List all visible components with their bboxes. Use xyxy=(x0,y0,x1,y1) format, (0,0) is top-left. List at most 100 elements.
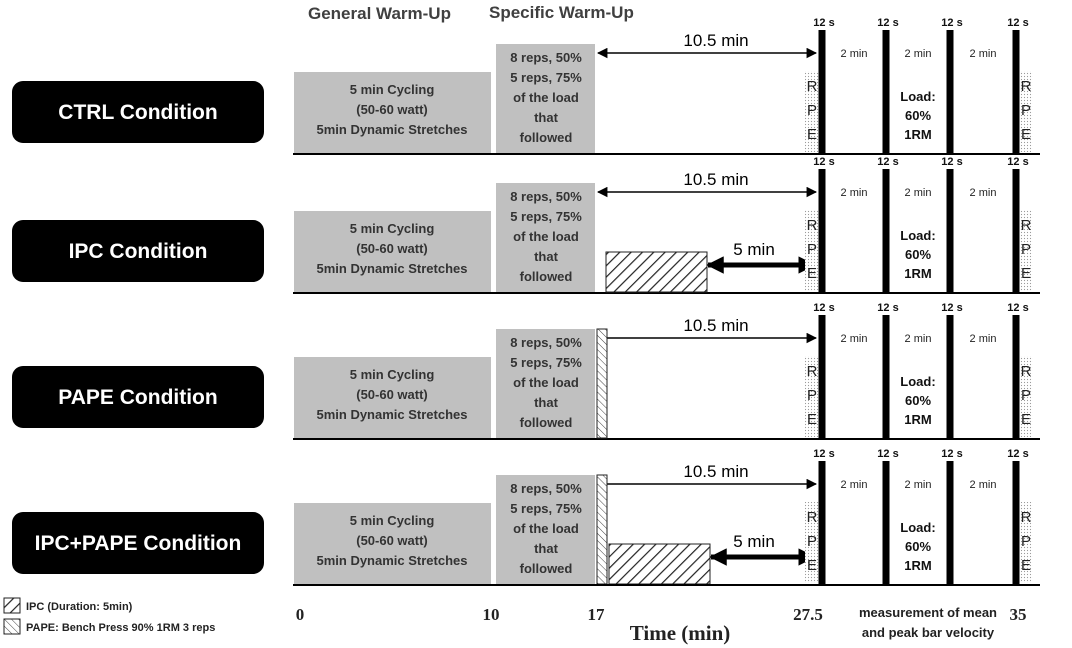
rpe-letter: R xyxy=(807,363,818,380)
specific-warmup-text: 8 reps, 50% xyxy=(510,50,582,65)
set-bar xyxy=(1012,169,1020,293)
specific-warmup-text: 8 reps, 50% xyxy=(510,335,582,350)
load-text: Load: xyxy=(900,374,935,389)
rpe-letter: R xyxy=(1021,363,1032,380)
ipc-rest-label: 5 min xyxy=(733,240,775,259)
set-duration-label: 12 s xyxy=(941,448,962,460)
load-text: 1RM xyxy=(904,558,931,573)
set-bar xyxy=(946,30,954,154)
condition-label: IPC+PAPE Condition xyxy=(35,532,242,555)
specific-warmup-text: 5 reps, 75% xyxy=(510,355,582,370)
general-warmup-text: (50-60 watt) xyxy=(356,241,428,256)
condition-row: IPC+PAPE Condition 5 min Cycling (50-60 wa… xyxy=(12,448,1033,585)
condition-label-box xyxy=(12,366,264,428)
general-warmup-text: (50-60 watt) xyxy=(356,387,428,402)
set-bar xyxy=(818,315,826,439)
between-set-rest-label: 2 min xyxy=(970,333,997,345)
set-bar xyxy=(946,315,954,439)
rpe-letter: P xyxy=(807,241,817,258)
specific-warmup-text: that xyxy=(534,249,559,264)
rpe-letter: P xyxy=(807,387,817,404)
load-text: 1RM xyxy=(904,412,931,427)
axis-tick-10: 10 xyxy=(483,605,500,624)
general-warmup-text: 5 min Cycling xyxy=(350,221,435,236)
set-duration-label: 12 s xyxy=(1007,17,1028,29)
specific-warmup-header: Specific Warm-Up xyxy=(489,3,634,22)
specific-warmup-text: 8 reps, 50% xyxy=(510,481,582,496)
set-duration-label: 12 s xyxy=(813,448,834,460)
rpe-letter: E xyxy=(1021,126,1031,143)
specific-warmup-text: followed xyxy=(520,415,573,430)
between-set-rest-label: 2 min xyxy=(841,48,868,60)
rpe-letter: E xyxy=(1021,411,1031,428)
pape-block xyxy=(596,474,608,585)
set-bar xyxy=(882,461,890,585)
load-text: 60% xyxy=(905,108,931,123)
specific-warmup-text: followed xyxy=(520,269,573,284)
between-set-rest-label: 2 min xyxy=(970,479,997,491)
rpe-letter: R xyxy=(1021,78,1032,95)
set-bar xyxy=(882,30,890,154)
rpe-marker xyxy=(805,71,819,152)
rpe-letter: E xyxy=(1021,557,1031,574)
specific-warmup-box xyxy=(496,475,595,584)
rpe-marker xyxy=(1019,71,1033,152)
set-bar xyxy=(946,461,954,585)
specific-warmup-text: 8 reps, 50% xyxy=(510,189,582,204)
load-text: 1RM xyxy=(904,127,931,142)
rpe-letter: P xyxy=(1021,102,1031,119)
ipc-block xyxy=(608,543,711,585)
condition-label: PAPE Condition xyxy=(58,386,217,409)
rpe-marker xyxy=(805,210,819,291)
between-set-rest-label: 2 min xyxy=(970,187,997,199)
condition-label-box xyxy=(12,220,264,282)
general-warmup-box xyxy=(294,211,491,292)
rpe-letter: P xyxy=(807,533,817,550)
general-warmup-text: 5 min Cycling xyxy=(350,367,435,382)
rpe-marker xyxy=(805,502,819,583)
axis-tick-35: 35 xyxy=(1010,605,1027,624)
legend-pape-label: PAPE: Bench Press 90% 1RM 3 reps xyxy=(26,622,215,634)
rpe-letter: P xyxy=(1021,241,1031,258)
rpe-letter: P xyxy=(1021,533,1031,550)
set-duration-label: 12 s xyxy=(813,302,834,314)
rpe-marker xyxy=(805,356,819,437)
set-bar xyxy=(818,461,826,585)
rpe-letter: R xyxy=(807,217,818,234)
specific-warmup-box xyxy=(496,329,595,438)
set-duration-label: 12 s xyxy=(813,156,834,168)
specific-warmup-text: of the load xyxy=(513,229,579,244)
rest-duration-label: 10.5 min xyxy=(683,31,748,50)
measurement-note-line2: and peak bar velocity xyxy=(862,625,995,640)
load-text: 60% xyxy=(905,393,931,408)
set-duration-label: 12 s xyxy=(813,17,834,29)
specific-warmup-text: of the load xyxy=(513,375,579,390)
specific-warmup-box xyxy=(496,183,595,292)
specific-warmup-text: that xyxy=(534,110,559,125)
condition-label: IPC Condition xyxy=(69,240,208,263)
condition-label-box xyxy=(12,512,264,574)
rpe-letter: P xyxy=(1021,387,1031,404)
specific-warmup-text: 5 reps, 75% xyxy=(510,501,582,516)
axis-tick-27-5: 27.5 xyxy=(793,605,823,624)
general-warmup-text: 5min Dynamic Stretches xyxy=(316,553,467,568)
general-warmup-box xyxy=(294,357,491,438)
condition-row: CTRL Condition 5 min Cycling (50-60 watt) 5… xyxy=(12,17,1040,155)
rest-duration-label: 10.5 min xyxy=(683,170,748,189)
load-text: Load: xyxy=(900,89,935,104)
set-bar xyxy=(1012,461,1020,585)
between-set-rest-label: 2 min xyxy=(970,48,997,60)
rpe-letter: E xyxy=(807,126,817,143)
condition-label: CTRL Condition xyxy=(58,101,217,124)
ipc-block xyxy=(605,251,708,293)
set-duration-label: 12 s xyxy=(877,448,898,460)
general-warmup-text: (50-60 watt) xyxy=(356,102,428,117)
general-warmup-header: General Warm-Up xyxy=(308,4,451,23)
between-set-rest-label: 2 min xyxy=(841,479,868,491)
set-duration-label: 12 s xyxy=(941,302,962,314)
set-duration-label: 12 s xyxy=(941,156,962,168)
specific-warmup-box xyxy=(496,44,595,153)
condition-label-box xyxy=(12,81,264,143)
rpe-letter: E xyxy=(807,557,817,574)
general-warmup-text: 5 min Cycling xyxy=(350,513,435,528)
